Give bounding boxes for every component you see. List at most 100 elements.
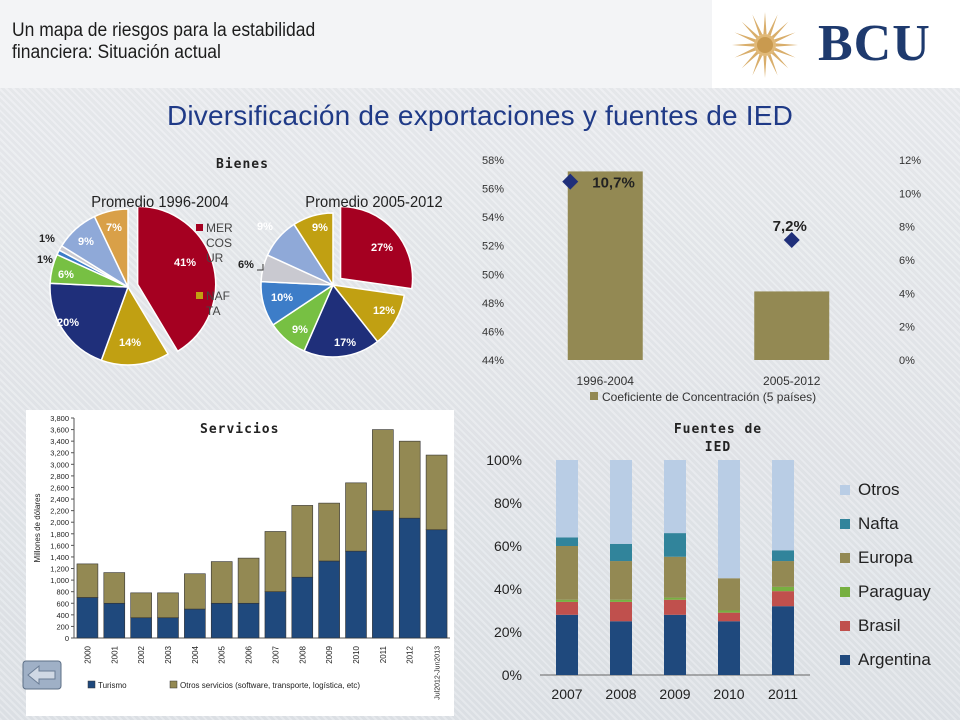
bar-segment [664, 556, 686, 598]
y-tick-label: 3,400 [50, 437, 69, 446]
pie-data-label: 9% [78, 236, 94, 248]
legend-swatch [87, 680, 96, 689]
pie-data-label: 6% [58, 269, 74, 281]
bar-segment [184, 573, 206, 610]
x-tick-label: 2010 [352, 645, 361, 663]
legend-swatch [840, 519, 850, 529]
header-title: Un mapa de riesgos para la estabilidad f… [12, 20, 398, 64]
bar-segment [556, 614, 578, 675]
legend-label: Otros servicios (software, transporte, l… [180, 681, 360, 690]
y-tick-label-right: 10% [899, 188, 921, 200]
x-tick-label: 2011 [379, 645, 388, 663]
bar-segment [184, 608, 206, 639]
pie-data-label: 9% [257, 221, 273, 233]
bar-segment [157, 592, 179, 619]
bar-segment [610, 599, 632, 602]
bar-segment [130, 617, 152, 639]
pie-data-label: 20% [57, 317, 79, 329]
y-tick-label: 400 [56, 611, 69, 620]
bar-segment [772, 460, 794, 551]
bar-segment [556, 599, 578, 602]
sun-ray [734, 47, 756, 58]
bar-segment [556, 546, 578, 600]
bar-segment [664, 597, 686, 600]
x-tick-label: 2009 [659, 686, 690, 702]
bar-segment [610, 621, 632, 675]
y-tick-label: 80% [494, 495, 522, 511]
sun-ray [774, 47, 796, 58]
bar-segment [718, 621, 740, 675]
y-tick-label: 3,200 [50, 449, 69, 458]
y-tick-label: 3,000 [50, 460, 69, 469]
legend-swatch [590, 392, 598, 400]
bar-segment [318, 502, 340, 562]
legend-label: Coeficiente de Concentración (5 países) [602, 390, 816, 404]
bar-segment [130, 592, 152, 619]
pie-slice [136, 205, 217, 353]
bar-segment [237, 557, 260, 604]
bcu-sun-logo [732, 12, 798, 78]
legend-swatch [840, 655, 850, 665]
y-tick-label: 40% [494, 581, 522, 597]
legend-label: Europa [858, 548, 913, 567]
x-tick-label: Jul2012-Jun2013 [435, 646, 442, 700]
y-tick-label: 20% [494, 624, 522, 640]
y-tick-label-left: 50% [482, 269, 504, 281]
legend-swatch [840, 553, 850, 563]
legend-label: Nafta [858, 514, 899, 533]
x-tick-label: 2007 [551, 686, 582, 702]
bar-segment [664, 533, 686, 557]
y-tick-label-left: 56% [482, 184, 504, 196]
legend-swatch [840, 485, 850, 495]
bar-segment [398, 517, 421, 639]
x-tick-label: 2008 [298, 645, 307, 663]
x-tick-label: 2007 [271, 645, 280, 663]
legend-swatch [196, 224, 203, 231]
marker-label: 10,7% [592, 175, 635, 192]
pie-data-label: 1% [39, 233, 55, 245]
back-arrow-button[interactable] [22, 660, 62, 690]
pie-data-label: 41% [174, 257, 196, 269]
sun-ray [732, 43, 755, 47]
bar-segment [718, 578, 740, 611]
legend-label: Turismo [98, 681, 127, 690]
pie-data-label: 9% [312, 222, 328, 234]
y-tick-label: 1,400 [50, 553, 69, 562]
bar-segment [291, 576, 314, 639]
y-tick-label-right: 0% [899, 355, 915, 367]
y-tick-label-right: 2% [899, 322, 915, 334]
bar-segment [76, 563, 99, 598]
bar-segment [264, 591, 287, 639]
y-tick-label: 3,800 [50, 414, 69, 423]
bar-segment [425, 454, 448, 531]
sun-ray [771, 51, 789, 69]
bar-segment [664, 460, 686, 534]
pie-data-label: 6% [238, 259, 254, 271]
legend-label: UR [206, 251, 224, 265]
bar-segment [772, 586, 794, 592]
bar-segment [398, 440, 421, 519]
y-tick-label-left: 58% [482, 155, 504, 167]
y-tick-label-left: 46% [482, 326, 504, 338]
bar-segment [610, 601, 632, 622]
y-tick-label-right: 6% [899, 255, 915, 267]
ied-title: Fuentes de IED [673, 422, 763, 455]
pie-data-label: 14% [119, 337, 141, 349]
sun-ray [771, 21, 789, 39]
bar-segment [718, 610, 740, 613]
y-tick-label: 2,200 [50, 507, 69, 516]
bar-segment [556, 601, 578, 615]
sun-ray [734, 32, 756, 43]
bar-segment [610, 460, 632, 544]
sun-ray [763, 55, 767, 78]
legend-swatch [196, 292, 203, 299]
bar-segment [157, 617, 179, 639]
bar-segment [772, 561, 794, 587]
y-tick-label: 600 [56, 599, 69, 608]
bar-segment [664, 614, 686, 675]
x-tick-label: 2010 [713, 686, 744, 702]
sun-ray [741, 21, 759, 39]
pie-data-label: 1% [37, 254, 53, 266]
pie-data-label: 9% [292, 324, 308, 336]
